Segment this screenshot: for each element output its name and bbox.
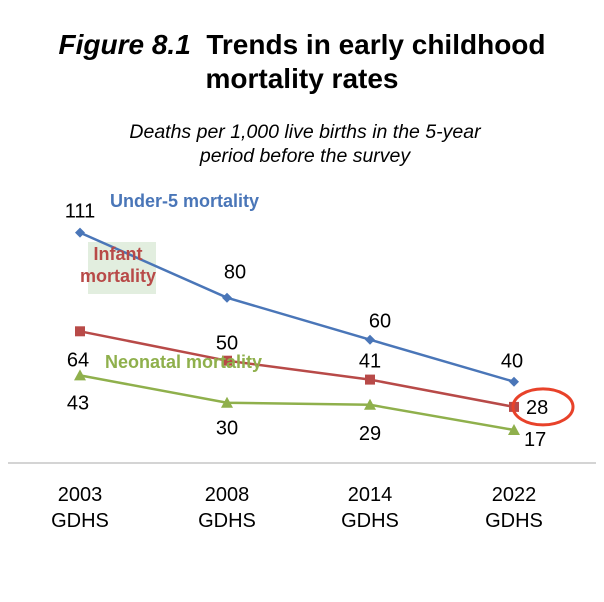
x-tick-label: 2008 xyxy=(205,484,250,506)
data-label: 43 xyxy=(67,392,89,414)
highlight-circle xyxy=(511,387,575,427)
subtitle-line-1: Deaths per 1,000 live births in the 5-ye… xyxy=(129,121,481,143)
x-tick-label: 2022 xyxy=(492,484,537,506)
chart-title: Figure 8.1 Trends in early childhood mor… xyxy=(0,28,604,96)
data-label: 40 xyxy=(501,351,523,373)
data-point-marker xyxy=(508,424,520,435)
chart-subtitle: Deaths per 1,000 live births in the 5-ye… xyxy=(60,120,550,168)
data-point-marker xyxy=(75,227,85,238)
series-name-label: Infant xyxy=(94,244,143,264)
series-name-label: Neonatal mortality xyxy=(105,352,262,372)
x-tick-label: 2014 xyxy=(348,484,393,506)
data-label: 41 xyxy=(359,351,381,373)
series-name-label: Under-5 mortality xyxy=(110,191,259,211)
series-line xyxy=(79,330,515,409)
x-tick-label: GDHS xyxy=(485,510,543,532)
data-label: 28 xyxy=(526,397,548,419)
x-tick-label: GDHS xyxy=(51,510,109,532)
data-label: 111 xyxy=(65,201,95,223)
data-point-marker xyxy=(221,396,233,408)
data-point-marker xyxy=(365,334,375,345)
data-point-marker xyxy=(75,326,85,337)
data-point-marker xyxy=(365,374,375,385)
series-line xyxy=(79,231,515,383)
series-line xyxy=(79,374,515,432)
data-point-marker xyxy=(74,369,86,381)
x-tick-label: 2003 xyxy=(58,484,103,506)
data-label: 64 xyxy=(67,349,89,371)
figure-number: Figure 8.1 xyxy=(58,29,191,60)
data-label: 30 xyxy=(216,418,238,440)
data-label: 50 xyxy=(216,333,238,355)
subtitle-line-2: period before the survey xyxy=(199,145,411,167)
data-point-marker xyxy=(509,376,519,387)
title-line-1: Trends in early childhood xyxy=(206,29,546,60)
data-point-marker xyxy=(364,398,376,410)
data-point-marker xyxy=(222,292,232,303)
x-tick-label: GDHS xyxy=(341,510,399,532)
data-label: 17 xyxy=(524,429,546,451)
series-name-label: mortality xyxy=(80,266,156,286)
data-label: 60 xyxy=(369,311,391,333)
data-label: 29 xyxy=(359,423,381,445)
data-point-marker xyxy=(222,355,232,366)
x-tick-label: GDHS xyxy=(198,510,256,532)
data-label: 80 xyxy=(224,262,246,284)
title-line-2: mortality rates xyxy=(205,63,399,94)
